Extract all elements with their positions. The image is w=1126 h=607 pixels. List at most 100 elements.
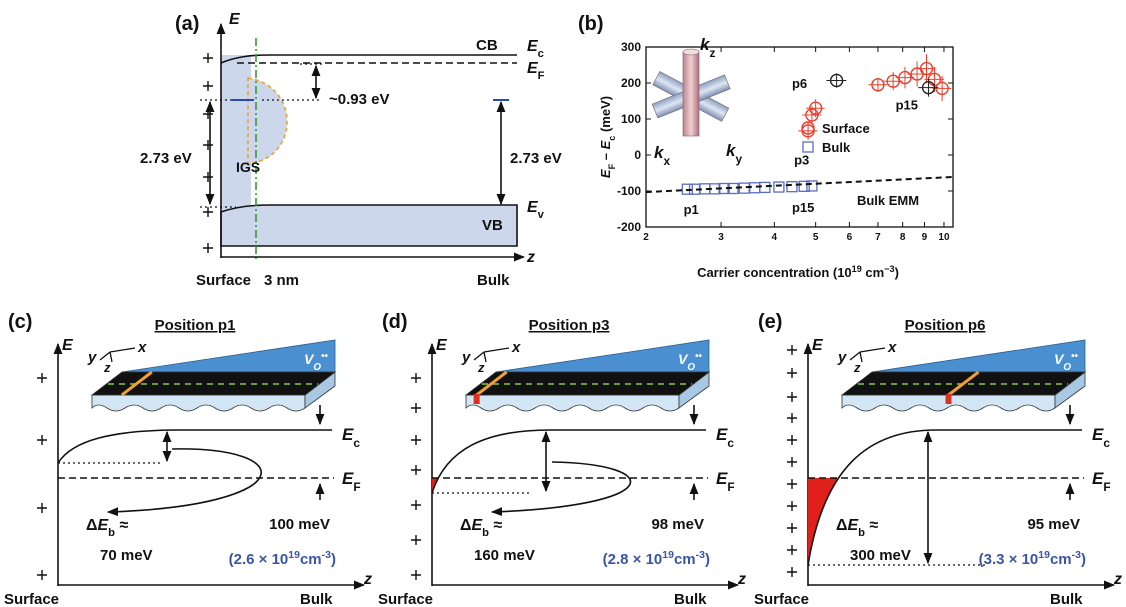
delta-value: 300 meV xyxy=(850,547,911,564)
text-part: ≈ xyxy=(489,517,502,534)
position-label: Bulk xyxy=(300,591,333,607)
depletion-fill xyxy=(808,478,839,565)
charge xyxy=(37,373,47,383)
text-part: b xyxy=(482,527,489,539)
text-part: ≈ xyxy=(865,517,878,534)
k-label: kx xyxy=(654,143,670,168)
annotation: p3 xyxy=(794,152,809,167)
annotation: p15 xyxy=(896,98,918,113)
position-label: Surface xyxy=(196,272,251,289)
vacancy-label: VO•• xyxy=(304,351,328,373)
text-part: ) xyxy=(331,551,336,568)
marker-circle xyxy=(805,108,819,122)
position-label: Surface xyxy=(4,591,59,607)
icon-axis-label: z xyxy=(103,360,111,375)
charge xyxy=(203,81,213,91)
text-part: Δ xyxy=(836,517,848,534)
charge xyxy=(203,109,213,119)
text-part: c xyxy=(353,436,360,450)
gap-label: 2.73 eV xyxy=(510,150,562,167)
y-tick-label: 300 xyxy=(621,40,641,54)
charge xyxy=(411,373,421,383)
axis-label: E xyxy=(229,11,241,28)
legend-label: Surface xyxy=(822,121,870,136)
delta-value: 160 meV xyxy=(474,547,535,564)
x-tick-label: 2 xyxy=(643,232,649,243)
offset-value: 100 meV xyxy=(269,516,330,533)
text-part: ) xyxy=(895,265,899,280)
vacancy-label: VO•• xyxy=(678,351,702,373)
text-part: O xyxy=(1063,362,1071,373)
concentration: (3.3 × 1019cm-3) xyxy=(979,549,1086,568)
text-part: cm xyxy=(300,551,322,568)
text-part: 19 xyxy=(662,549,674,561)
domain-wall xyxy=(120,370,153,397)
panel-label: (d) xyxy=(382,311,408,333)
text-part: E xyxy=(716,425,728,444)
x-tick-label: 7 xyxy=(875,232,881,243)
icon-axis-label: x xyxy=(137,339,147,356)
y-tick-label: -200 xyxy=(617,220,641,234)
vacancy-label: VO•• xyxy=(1054,351,1078,373)
marker-circle xyxy=(898,70,912,85)
text-part: Carrier concentration (10 xyxy=(697,265,852,280)
position-label: Bulk xyxy=(1050,591,1083,607)
icon-axis-label: z xyxy=(477,360,485,375)
conduction-band xyxy=(431,429,706,494)
text-part: E xyxy=(598,169,613,178)
probe-spot xyxy=(945,394,952,404)
trend-line xyxy=(645,175,954,194)
marker-circle xyxy=(801,121,815,135)
depletion-fill xyxy=(432,478,439,493)
text-part: •• xyxy=(1071,351,1078,362)
text-part: O xyxy=(313,362,321,373)
charge xyxy=(787,435,797,445)
charge xyxy=(411,535,421,545)
panel-title: Position p6 xyxy=(905,317,986,334)
conduction-band xyxy=(220,54,517,64)
text-part: -3 xyxy=(322,549,331,561)
text-part: −3 xyxy=(884,264,894,274)
text-part: F xyxy=(538,70,545,82)
probe-spot xyxy=(473,394,480,404)
charge xyxy=(37,570,47,580)
x-tick-label: 9 xyxy=(922,232,928,243)
charge xyxy=(787,368,797,378)
marker-circle xyxy=(871,78,885,92)
charge xyxy=(411,435,421,445)
annotation: Bulk EMM xyxy=(857,193,919,208)
panel-b: (b) kz kx ky EF – Ec (meV) Carrier conce… xyxy=(578,13,954,280)
axis-label: z xyxy=(363,571,372,588)
text-part: k xyxy=(654,143,665,162)
slab-top xyxy=(464,371,711,396)
icon-axis-label: z xyxy=(853,360,861,375)
level-label: Ec xyxy=(342,425,360,450)
axis-label: E xyxy=(436,337,448,354)
delta-label: ΔEb ≈ xyxy=(460,517,502,539)
text-part: F xyxy=(607,163,617,169)
panel-label: (a) xyxy=(175,13,199,35)
charge xyxy=(787,345,797,355)
offset-value: 95 meV xyxy=(1027,516,1080,533)
charge xyxy=(411,403,421,413)
y-tick-label: 100 xyxy=(621,112,641,126)
delta-label: ΔEb ≈ xyxy=(86,517,128,539)
panel-title: Position p1 xyxy=(155,317,236,334)
text-part: E xyxy=(716,469,728,488)
igs-label: IGS xyxy=(236,159,260,175)
axis-label: E xyxy=(62,337,74,354)
level-label: EF xyxy=(1092,469,1111,494)
concentration: (2.6 × 1019cm-3) xyxy=(229,549,336,568)
text-part: F xyxy=(353,480,360,494)
valence-band xyxy=(220,204,518,247)
x-axis-title: Carrier concentration (1019 cm−3) xyxy=(697,264,899,280)
text-part: z xyxy=(709,46,715,60)
text-part: cm xyxy=(862,265,884,280)
text-part: ) xyxy=(705,551,710,568)
axis-label: z xyxy=(1113,571,1122,588)
marker-square xyxy=(802,141,814,153)
